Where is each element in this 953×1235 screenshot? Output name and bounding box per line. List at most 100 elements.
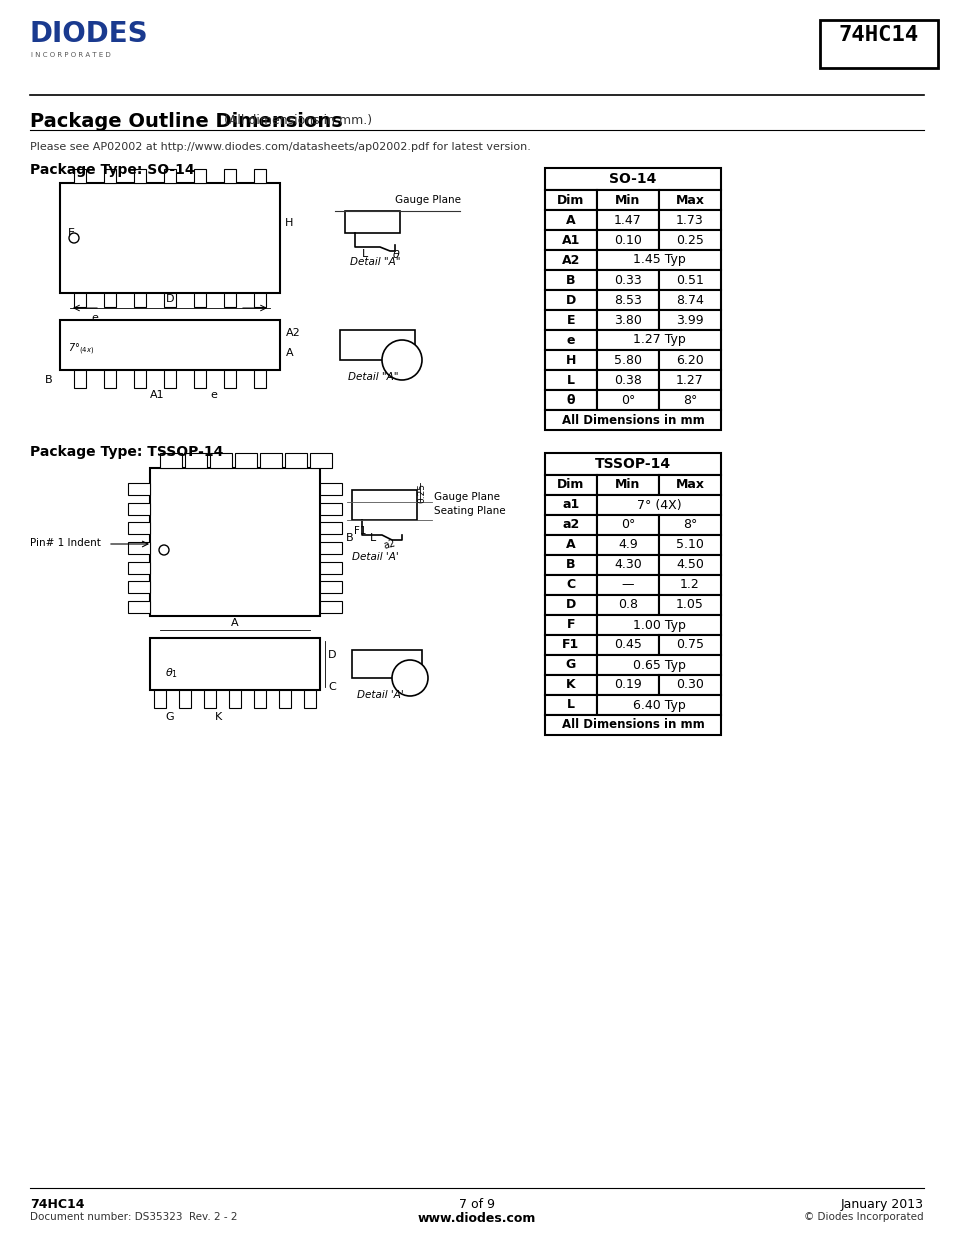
Bar [544,249,597,270]
Text: SO-14: SO-14 [609,172,656,186]
Bar [164,293,175,308]
Bar [352,490,416,520]
Text: 1.00 Typ: 1.00 Typ [632,619,684,631]
Bar [659,390,720,410]
Bar [160,453,182,468]
Bar [193,293,206,308]
Text: 0°: 0° [620,519,635,531]
Bar [150,638,319,690]
Text: 1.2: 1.2 [679,578,700,592]
Text: 0°: 0° [620,394,635,406]
Bar [319,522,341,535]
Text: I N C O R P O R A T E D: I N C O R P O R A T E D [30,52,111,58]
Text: 74HC14: 74HC14 [838,25,918,44]
Text: 0.75: 0.75 [676,638,703,652]
Text: 1.45 Typ: 1.45 Typ [632,253,684,267]
Text: Please see AP02002 at http://www.diodes.com/datasheets/ap02002.pdf for latest ve: Please see AP02002 at http://www.diodes.… [30,142,530,152]
Text: Detail 'A': Detail 'A' [352,552,398,562]
Bar [128,562,150,574]
Bar [544,555,597,576]
Text: 1.27 Typ: 1.27 Typ [632,333,684,347]
Text: F: F [566,619,575,631]
Text: 74HC14: 74HC14 [30,1198,85,1212]
Text: A2: A2 [561,253,579,267]
Bar [74,370,86,388]
Bar [544,290,597,310]
Text: 3.80: 3.80 [614,314,641,326]
Text: 1.73: 1.73 [676,214,703,226]
Text: Max: Max [675,478,703,492]
Text: D: D [565,294,576,306]
Text: H: H [565,353,576,367]
Text: Package Outline Dimensions: Package Outline Dimensions [30,112,342,131]
Bar [659,635,720,655]
Text: All Dimensions in mm: All Dimensions in mm [561,414,703,426]
Text: All Dimensions in mm: All Dimensions in mm [561,719,703,731]
Text: A: A [565,214,576,226]
Text: D: D [166,294,174,304]
Bar [544,576,597,595]
Bar [229,690,241,708]
Bar [179,690,191,708]
Text: $\theta$: $\theta$ [392,248,400,261]
Text: DIODES: DIODES [30,20,149,48]
Bar [659,370,720,390]
Bar [597,515,659,535]
Text: 0.19: 0.19 [614,678,641,692]
Bar [544,615,597,635]
Bar [597,330,720,350]
Bar [544,370,597,390]
Bar [224,169,235,183]
Bar [659,515,720,535]
Bar [659,230,720,249]
Text: 7 of 9: 7 of 9 [458,1198,495,1212]
Bar [319,483,341,495]
Bar [544,410,720,430]
Text: 5.80: 5.80 [614,353,641,367]
Bar [544,190,597,210]
Text: E: E [566,314,575,326]
Text: 4.9: 4.9 [618,538,638,552]
Text: © Diodes Incorporated: © Diodes Incorporated [803,1212,923,1221]
Text: 0.8: 0.8 [618,599,638,611]
Bar [544,676,597,695]
Bar [597,635,659,655]
Text: 1.05: 1.05 [676,599,703,611]
Text: A1: A1 [561,233,579,247]
Text: 0.33: 0.33 [614,273,641,287]
Bar [597,576,659,595]
Bar [133,169,146,183]
Bar [544,495,597,515]
Bar [339,330,415,359]
Text: Detail "A": Detail "A" [348,372,398,382]
Bar [544,635,597,655]
Text: Gauge Plane: Gauge Plane [434,492,499,501]
Text: A: A [565,538,576,552]
Bar [659,350,720,370]
Bar [544,453,720,475]
Text: Dim: Dim [557,478,584,492]
Text: 7° (4X): 7° (4X) [636,499,680,511]
Bar [128,582,150,593]
Text: 6.40 Typ: 6.40 Typ [632,699,684,711]
Text: K: K [565,678,576,692]
Text: TSSOP-14: TSSOP-14 [595,457,670,471]
Bar [597,475,659,495]
Bar [544,168,720,190]
Bar [659,210,720,230]
Text: D: D [565,599,576,611]
Bar [659,475,720,495]
Text: L: L [370,534,375,543]
Bar [544,210,597,230]
Text: 5.10: 5.10 [676,538,703,552]
Text: L: L [566,373,575,387]
Text: 8°: 8° [682,519,697,531]
Text: C: C [566,578,575,592]
Text: 8.53: 8.53 [614,294,641,306]
Text: Package Type: SO-14: Package Type: SO-14 [30,163,194,177]
Text: K: K [214,713,222,722]
Bar [597,595,659,615]
Text: L: L [566,699,575,711]
Text: 0.38: 0.38 [614,373,641,387]
Bar [104,370,116,388]
